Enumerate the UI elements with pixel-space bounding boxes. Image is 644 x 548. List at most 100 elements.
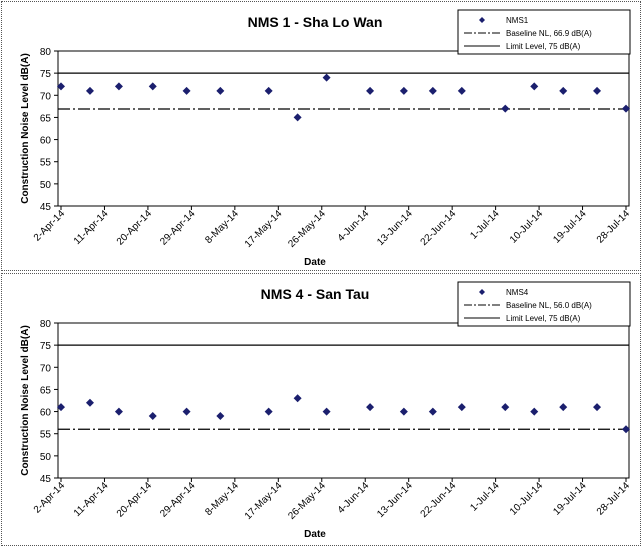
x-tick-label: 17-May-14 — [243, 208, 285, 250]
x-tick-label: 10-Jul-14 — [508, 208, 546, 246]
legend-label: Limit Level, 75 dB(A) — [506, 42, 581, 51]
y-tick-label: 45 — [40, 474, 52, 485]
y-tick-label: 60 — [40, 408, 52, 419]
legend-marker — [479, 17, 485, 23]
x-tick-label: 11-Apr-14 — [72, 208, 111, 247]
x-tick-label: 1-Jul-14 — [468, 208, 502, 242]
x-axis-label: Date — [304, 529, 326, 540]
x-tick-label: 13-Jun-14 — [375, 480, 415, 520]
x-tick-label: 2-Apr-14 — [32, 208, 68, 244]
y-tick-label: 55 — [40, 158, 52, 169]
data-point — [593, 403, 602, 412]
plot-area — [57, 322, 630, 479]
legend-box — [457, 9, 631, 55]
x-tick-label: 26-May-14 — [286, 208, 328, 250]
x-tick-label: 2-Apr-14 — [32, 480, 68, 516]
data-point — [622, 425, 630, 434]
data-point — [593, 86, 602, 95]
data-point — [57, 403, 65, 412]
data-point — [457, 403, 466, 412]
x-tick-label: 10-Jul-14 — [508, 480, 546, 518]
data-point — [182, 407, 191, 416]
x-tick-label: 13-Jun-14 — [375, 208, 415, 248]
y-tick-label: 80 — [40, 319, 52, 330]
x-tick-label: 29-Apr-14 — [158, 208, 198, 248]
y-tick-label: 65 — [40, 385, 52, 396]
data-point — [293, 113, 302, 122]
data-point — [264, 407, 273, 416]
y-tick-label: 50 — [40, 180, 52, 191]
x-tick-label: 11-Apr-14 — [72, 480, 111, 519]
data-point — [366, 403, 375, 412]
legend-marker — [479, 289, 485, 295]
data-point — [264, 86, 273, 95]
x-tick-label: 8-May-14 — [203, 208, 241, 246]
data-point — [182, 86, 191, 95]
chart-panel-nms1: NMS 1 - Sha Lo Wan 45 50 55 60 65 70 75 80 2-Apr-… — [1, 1, 641, 271]
x-tick-label: 20-Apr-14 — [115, 480, 155, 520]
data-point — [114, 407, 123, 416]
legend-label: NMS1 — [506, 16, 529, 25]
data-point — [322, 407, 331, 416]
y-tick-label: 60 — [40, 136, 52, 147]
chart-title: NMS 1 - Sha Lo Wan — [248, 14, 383, 30]
data-point — [501, 104, 510, 113]
x-tick-label: 1-Jul-14 — [468, 480, 502, 514]
legend-label: NMS4 — [506, 288, 529, 297]
x-tick-label: 4-Jun-14 — [336, 208, 372, 244]
legend-box — [457, 281, 631, 327]
x-tick-label: 17-May-14 — [243, 480, 285, 522]
y-tick-label: 50 — [40, 452, 52, 463]
data-point — [501, 403, 510, 412]
chart-title: NMS 4 - San Tau — [261, 286, 370, 302]
y-axis-label: Construction Noise Level dB(A) — [20, 325, 31, 476]
data-point — [530, 82, 539, 91]
x-tick-label: 28-Jul-14 — [595, 480, 633, 518]
data-point — [530, 407, 539, 416]
data-point — [622, 104, 630, 113]
y-tick-label: 75 — [40, 341, 52, 352]
data-point — [293, 394, 302, 403]
y-tick-label: 65 — [40, 113, 52, 124]
plot-area — [57, 50, 630, 207]
data-point — [148, 412, 157, 420]
data-point — [85, 86, 94, 95]
x-tick-label: 19-Jul-14 — [551, 208, 589, 246]
x-tick-label: 20-Apr-14 — [115, 208, 155, 248]
y-tick-label: 45 — [40, 202, 52, 213]
y-tick-label: 70 — [40, 363, 52, 374]
y-tick-label: 75 — [40, 69, 52, 80]
y-tick-label: 70 — [40, 91, 52, 102]
x-tick-label: 19-Jul-14 — [551, 480, 589, 518]
data-point — [114, 82, 123, 91]
data-point — [366, 86, 375, 95]
legend-label: Baseline NL, 56.0 dB(A) — [506, 301, 592, 310]
legend-label: Limit Level, 75 dB(A) — [506, 314, 581, 323]
data-point — [428, 86, 437, 95]
x-tick-label: 22-Jun-14 — [419, 208, 459, 248]
chart-panel-nms4: NMS 4 - San Tau 45 50 55 60 65 70 75 80 2-Apr-14 1… — [1, 273, 641, 546]
data-point — [216, 86, 225, 95]
data-point — [148, 82, 157, 91]
x-tick-label: 22-Jun-14 — [419, 480, 459, 520]
data-point — [399, 86, 408, 95]
data-point — [559, 86, 568, 95]
data-point — [428, 407, 437, 416]
data-point — [457, 86, 466, 95]
x-axis-label: Date — [304, 257, 326, 268]
x-tick-label: 28-Jul-14 — [595, 208, 633, 246]
x-tick-label: 29-Apr-14 — [158, 480, 198, 520]
y-axis-label: Construction Noise Level dB(A) — [20, 53, 31, 204]
x-tick-label: 26-May-14 — [286, 480, 328, 522]
x-tick-label: 4-Jun-14 — [336, 480, 372, 516]
data-point — [322, 73, 331, 82]
y-tick-label: 80 — [40, 47, 52, 58]
y-tick-label: 55 — [40, 430, 52, 441]
legend-label: Baseline NL, 66.9 dB(A) — [506, 29, 592, 38]
chart-svg-nms1: NMS 1 - Sha Lo Wan 45 50 55 60 65 70 75 80 2-Apr-… — [20, 9, 633, 268]
data-point — [559, 403, 568, 412]
data-point — [85, 398, 94, 407]
data-point — [216, 412, 225, 420]
data-point — [57, 82, 65, 91]
